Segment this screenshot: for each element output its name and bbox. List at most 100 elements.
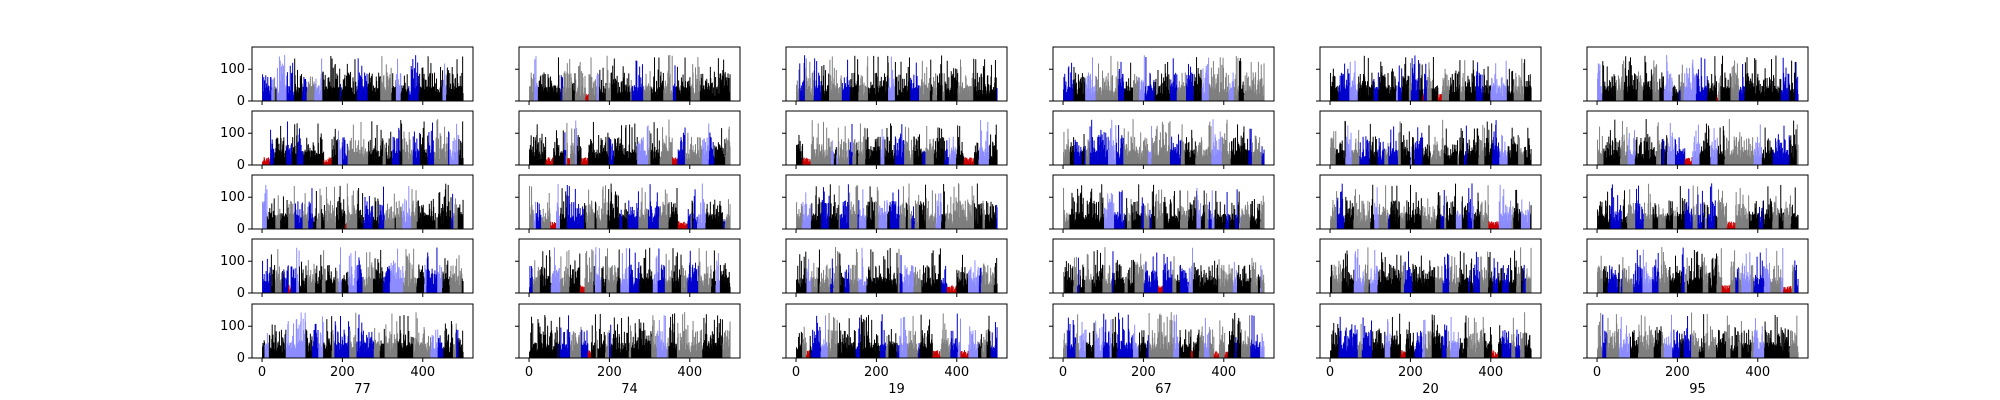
bar xyxy=(462,330,464,358)
bar xyxy=(314,324,316,358)
bar xyxy=(598,248,600,293)
bar xyxy=(636,60,638,101)
bar xyxy=(562,88,564,101)
bar xyxy=(371,262,373,293)
panel-74-row-3 xyxy=(515,174,741,233)
y-tick-label: 0 xyxy=(237,351,245,366)
bar xyxy=(364,279,366,293)
bar xyxy=(447,260,449,293)
y-tick-label: 100 xyxy=(220,190,245,205)
bar xyxy=(636,207,638,229)
bar xyxy=(572,331,574,358)
bar xyxy=(576,208,578,229)
bar xyxy=(668,55,670,101)
bar xyxy=(615,330,617,358)
bar xyxy=(535,343,537,358)
bar xyxy=(663,315,665,358)
bar xyxy=(322,322,324,358)
bar xyxy=(592,121,594,165)
bar xyxy=(675,256,677,293)
bar xyxy=(398,200,400,229)
bar xyxy=(689,213,691,229)
bar xyxy=(440,66,442,101)
bar xyxy=(266,332,268,358)
bar xyxy=(274,77,276,101)
bar xyxy=(632,336,634,358)
bar xyxy=(645,249,647,293)
bar xyxy=(408,186,410,229)
bar xyxy=(683,134,685,165)
bar xyxy=(344,153,346,165)
bar xyxy=(416,201,418,229)
bar xyxy=(336,344,338,358)
bar xyxy=(532,146,534,165)
bar xyxy=(623,279,625,293)
bar xyxy=(264,193,266,229)
bar xyxy=(271,203,273,229)
bar xyxy=(283,81,285,101)
bar xyxy=(584,87,586,101)
bar xyxy=(432,140,434,165)
bar xyxy=(422,67,424,101)
bar xyxy=(668,137,670,165)
bar xyxy=(580,326,582,358)
bar xyxy=(333,340,335,358)
bar xyxy=(706,203,708,229)
bar xyxy=(462,351,464,358)
bar xyxy=(645,73,647,101)
bar xyxy=(613,317,615,358)
panel-frame xyxy=(251,303,474,359)
bar xyxy=(692,72,694,101)
bar xyxy=(647,213,649,229)
bar xyxy=(295,86,297,101)
bar xyxy=(371,73,373,101)
bar xyxy=(609,332,611,358)
bar xyxy=(667,204,669,229)
bar xyxy=(452,213,454,229)
bar xyxy=(288,285,290,293)
bar xyxy=(686,278,688,293)
bar xyxy=(665,253,667,293)
bar xyxy=(600,277,602,293)
bar xyxy=(285,335,287,358)
bar xyxy=(462,56,464,101)
bar xyxy=(710,78,712,101)
bar-series xyxy=(529,247,731,293)
bar xyxy=(531,77,533,101)
bar xyxy=(629,325,631,358)
bar xyxy=(710,269,712,293)
bar xyxy=(640,265,642,293)
bar xyxy=(455,265,457,293)
bar xyxy=(575,208,577,229)
bar xyxy=(262,344,264,358)
bar xyxy=(531,316,533,358)
bar xyxy=(716,260,718,293)
bar xyxy=(723,59,725,101)
panel-74-row-5: 0 200 400 xyxy=(515,303,741,380)
bar xyxy=(729,286,731,293)
bar xyxy=(450,197,452,229)
bar xyxy=(654,57,656,101)
bar xyxy=(307,206,309,229)
bar xyxy=(427,142,429,165)
bar xyxy=(554,265,556,293)
bar xyxy=(353,337,355,358)
bar xyxy=(448,334,450,358)
bar xyxy=(423,73,425,101)
bar xyxy=(550,221,552,229)
bar xyxy=(598,206,600,229)
bar xyxy=(301,202,303,229)
bar xyxy=(318,277,320,293)
bar xyxy=(678,87,680,101)
bar xyxy=(286,200,288,229)
bar xyxy=(309,333,311,358)
bar xyxy=(434,213,436,229)
bar xyxy=(262,161,264,165)
bar xyxy=(365,343,367,358)
bar xyxy=(596,72,598,101)
bar xyxy=(604,335,606,358)
bar xyxy=(664,266,666,293)
bar xyxy=(407,256,409,293)
bar xyxy=(556,272,558,293)
bar xyxy=(458,255,460,293)
